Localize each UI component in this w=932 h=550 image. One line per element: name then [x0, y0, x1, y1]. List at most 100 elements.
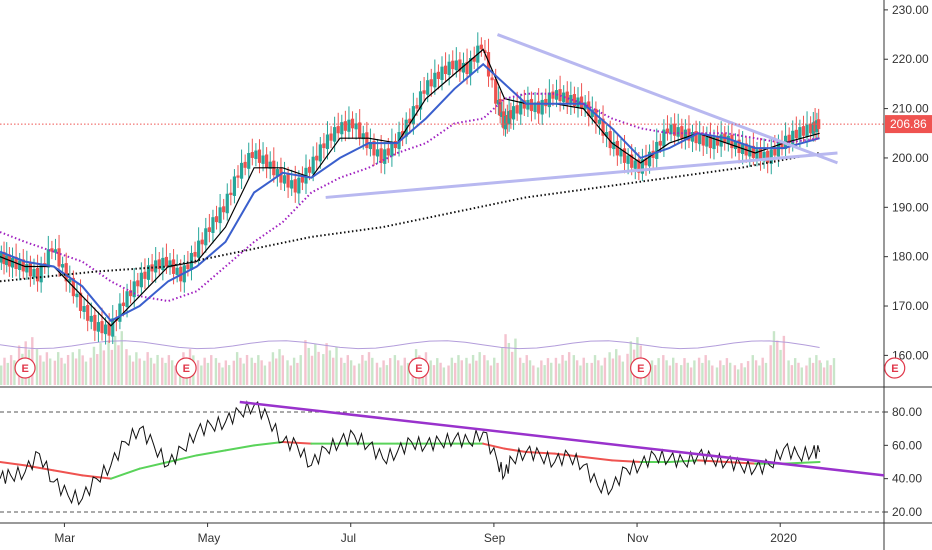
moving-average-line-0 [0, 48, 820, 327]
volume-bar [489, 365, 493, 385]
volume-bar [751, 355, 754, 385]
volume-bar [572, 355, 576, 385]
volume-bar [60, 357, 63, 385]
candle-body [64, 263, 68, 282]
price-trendline-0[interactable] [496, 33, 839, 165]
candle-body [500, 112, 504, 117]
candle-body [243, 161, 247, 168]
volume-bar [683, 358, 686, 385]
rsi-trendline[interactable] [239, 400, 885, 477]
volume-bar [447, 365, 450, 385]
candle-body [121, 302, 126, 307]
volume-bar [436, 358, 439, 385]
rsi-pane[interactable]: 80.00 60.00 40.00 20.00 [0, 400, 922, 519]
x-tick-label: Jul [341, 531, 356, 545]
candle-body [125, 291, 129, 308]
candle-body [422, 90, 426, 94]
volume-bar [210, 355, 213, 385]
volume-bar [239, 357, 242, 385]
candle-body [86, 305, 90, 321]
rsi-tick-label: 60.00 [892, 438, 922, 452]
candle-body [647, 151, 652, 167]
candle-body [68, 278, 72, 283]
earnings-marker[interactable] [884, 357, 906, 379]
candle-body [496, 99, 500, 105]
candle-body [637, 159, 641, 173]
candle-body [325, 134, 330, 150]
volume-bar [829, 365, 832, 385]
rsi-average-segment [109, 467, 141, 480]
candle-body [300, 176, 305, 183]
volume-bar [203, 357, 206, 385]
volume-bar [769, 345, 772, 385]
candle-body [755, 149, 759, 159]
candle-body [526, 99, 530, 110]
earnings-marker-label: E [415, 363, 422, 375]
candle-body [386, 148, 390, 156]
volume-bar [375, 362, 379, 385]
volume-average-line [0, 340, 820, 350]
volume-bar [657, 358, 660, 385]
candle-body [794, 129, 798, 139]
candle-body [698, 134, 702, 145]
volume-bar [719, 360, 722, 385]
volume-bar [797, 362, 800, 385]
earnings-marker-label: E [637, 363, 644, 375]
volume-bar [322, 354, 325, 385]
candle-body [769, 149, 773, 164]
candle-body [211, 217, 215, 233]
candle-body [730, 134, 734, 149]
volume-bar [71, 352, 74, 385]
volume-bar [396, 360, 400, 385]
candle-body [655, 141, 659, 159]
rsi-average-segment [611, 459, 642, 463]
volume-bar [353, 365, 356, 385]
candle-body [565, 91, 569, 104]
volume-bar [289, 365, 293, 385]
volume-bar [504, 334, 507, 385]
volume-bar [117, 345, 120, 385]
candle-body [265, 154, 269, 168]
candle-body [207, 227, 211, 232]
earnings-marker[interactable] [630, 357, 652, 379]
volume-bar [608, 352, 611, 385]
candle-body [393, 140, 398, 149]
candle-body [515, 105, 519, 114]
candle-body [687, 128, 691, 141]
volume-bar [819, 362, 822, 385]
price-tick-label: 190.00 [892, 200, 929, 214]
candle-body [204, 228, 208, 246]
volume-bar [507, 343, 511, 385]
volume-bar [78, 349, 81, 385]
earnings-marker[interactable] [175, 357, 197, 379]
current-price-label: 206.86 [890, 117, 927, 131]
moving-average-line-2 [0, 92, 820, 303]
volume-bar [525, 355, 528, 385]
volume-bar [146, 352, 149, 385]
candle-body [18, 260, 22, 270]
volume-bar [725, 358, 729, 385]
candle-body [46, 249, 50, 268]
candle-body [809, 123, 813, 134]
earnings-marker[interactable] [408, 357, 430, 379]
volume-bar [787, 360, 790, 385]
volume-bar [400, 365, 403, 385]
price-trendline-1[interactable] [325, 151, 838, 199]
rsi-average-segment [582, 456, 613, 462]
volume-bar [170, 360, 174, 385]
volume-bar [597, 360, 600, 385]
candle-body [712, 136, 716, 150]
volume-bar [343, 362, 346, 385]
volume-bar [432, 365, 436, 385]
candle-body [640, 159, 645, 174]
volume-bar [728, 362, 732, 385]
candle-body [562, 92, 566, 103]
volume-bar [278, 349, 281, 385]
candle-body [529, 98, 534, 112]
earnings-marker[interactable] [14, 357, 36, 379]
volume-bar [697, 357, 701, 385]
volume-bar [518, 357, 522, 385]
volume-bar [758, 365, 761, 385]
